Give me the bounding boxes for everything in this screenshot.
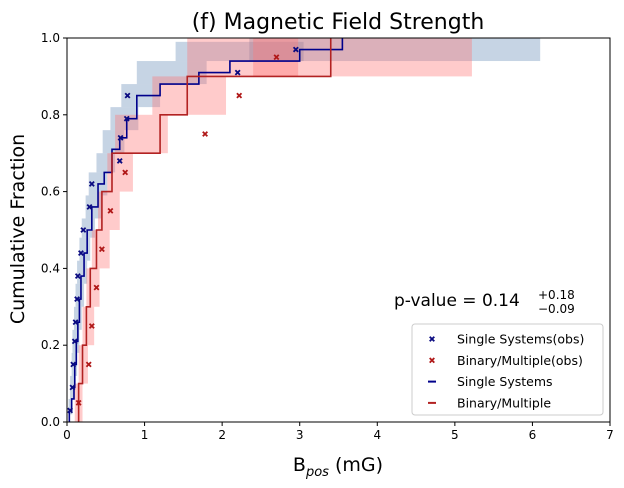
legend-label: Single Systems(obs) [457, 332, 584, 347]
single-obs-point [74, 296, 81, 303]
x-axis-label-unit: (mG) [329, 454, 383, 476]
single-uncertainty-band [175, 41, 304, 62]
binary-obs-point [75, 399, 82, 406]
legend-entry: Binary/Multiple [428, 395, 551, 410]
single-obs-point [78, 250, 84, 256]
x-tick-label: 5 [451, 428, 459, 442]
binary-uncertainty-band [187, 38, 299, 77]
x-tick-label: 0 [63, 428, 71, 442]
y-tick-label: 1.0 [41, 31, 60, 45]
single-obs-point [74, 273, 81, 280]
single-obs-point [70, 361, 77, 368]
legend-label: Single Systems [457, 374, 553, 389]
single-uncertainty-band [96, 153, 116, 173]
single-obs-point [117, 134, 124, 141]
single-uncertainty-band [110, 107, 139, 131]
p-value-annotation: p-value = 0.14 +0.18 −0.09 [394, 288, 575, 316]
binary-uncertainty-band [152, 76, 227, 115]
y-tick-label: 0.4 [41, 261, 60, 275]
single-uncertainty-band [68, 398, 73, 415]
legend-entry: Binary/Multiple(obs) [429, 353, 583, 368]
x-tick-label: 4 [373, 428, 381, 442]
binary-obs-point [98, 246, 105, 253]
x-axis-label-subscript: pos [305, 465, 329, 480]
y-tick-label: 0.8 [41, 108, 60, 122]
single-uncertainty-band [73, 306, 82, 330]
x-axis-label: Bpos (mG) [293, 454, 383, 480]
x-axis-ticks: 0 1 2 3 4 5 6 7 [63, 422, 614, 442]
y-axis-ticks: 0.0 0.2 0.4 0.6 0.8 1.0 [41, 31, 67, 429]
legend-label: Binary/Multiple(obs) [457, 353, 583, 368]
legend-label: Binary/Multiple [457, 395, 551, 410]
p-value-text: p-value = 0.14 [394, 291, 520, 311]
legend: Single Systems(obs) Binary/Multiple(obs) S… [411, 323, 604, 416]
y-axis-label: Cumulative Fraction [7, 134, 29, 324]
legend-entry: Single Systems [428, 374, 553, 389]
cdf-step-lines [68, 38, 344, 422]
single-obs-point [292, 46, 299, 53]
p-value-lower: −0.09 [538, 302, 575, 316]
x-axis-label-base: B [293, 454, 306, 476]
plot-area [67, 38, 541, 422]
axes-frame [66, 37, 611, 423]
binary-uncertainty-band [115, 114, 168, 154]
binary-obs-point [107, 207, 114, 214]
single-obs-point [71, 338, 78, 345]
binary-systems-cdf-line [77, 38, 332, 422]
binary-uncertainty-band [253, 38, 472, 77]
single-uncertainty-band [75, 283, 85, 307]
legend-entry: Single Systems(obs) [429, 332, 584, 347]
binary-obs-point [93, 284, 100, 291]
x-tick-label: 6 [529, 428, 537, 442]
single-obs-point [88, 180, 95, 187]
legend-entries: Single Systems(obs) Binary/Multiple(obs) S… [428, 332, 584, 410]
y-tick-label: 0.0 [41, 415, 60, 429]
single-uncertainty-band [249, 38, 541, 62]
observed-markers [67, 46, 299, 414]
binary-obs-point [88, 323, 95, 329]
single-obs-point [234, 69, 241, 76]
single-obs-point [116, 157, 123, 164]
single-uncertainty-band [136, 61, 207, 85]
binary-obs-point [236, 92, 243, 99]
single-obs-point [80, 227, 87, 233]
single-uncertainty-band [79, 237, 91, 261]
single-obs-point [69, 384, 76, 391]
binary-uncertainty-band [98, 191, 120, 230]
x-tick-label: 3 [296, 428, 304, 442]
legend-marker-icon [429, 357, 435, 364]
chart-title: (f) Magnetic Field Strength [192, 10, 485, 35]
legend-box [411, 323, 604, 416]
single-uncertainty-band [77, 260, 88, 284]
p-value-upper: +0.18 [538, 288, 575, 302]
x-tick-label: 7 [606, 428, 614, 442]
single-obs-point [123, 115, 130, 122]
single-systems-cdf-line [68, 38, 344, 422]
binary-obs-point [273, 54, 280, 61]
x-tick-label: 2 [218, 428, 226, 442]
binary-obs-point [85, 361, 92, 368]
binary-obs-point [122, 169, 129, 176]
single-obs-point [124, 92, 131, 99]
single-obs-point [67, 407, 74, 414]
x-tick-label: 1 [141, 428, 149, 442]
single-obs-point [86, 204, 93, 210]
legend-marker-icon [429, 336, 435, 342]
binary-obs-point [202, 131, 209, 137]
y-tick-label: 0.2 [41, 338, 60, 352]
binary-uncertainty-band [82, 306, 95, 346]
single-obs-point [72, 319, 79, 326]
y-tick-label: 0.6 [41, 185, 60, 199]
